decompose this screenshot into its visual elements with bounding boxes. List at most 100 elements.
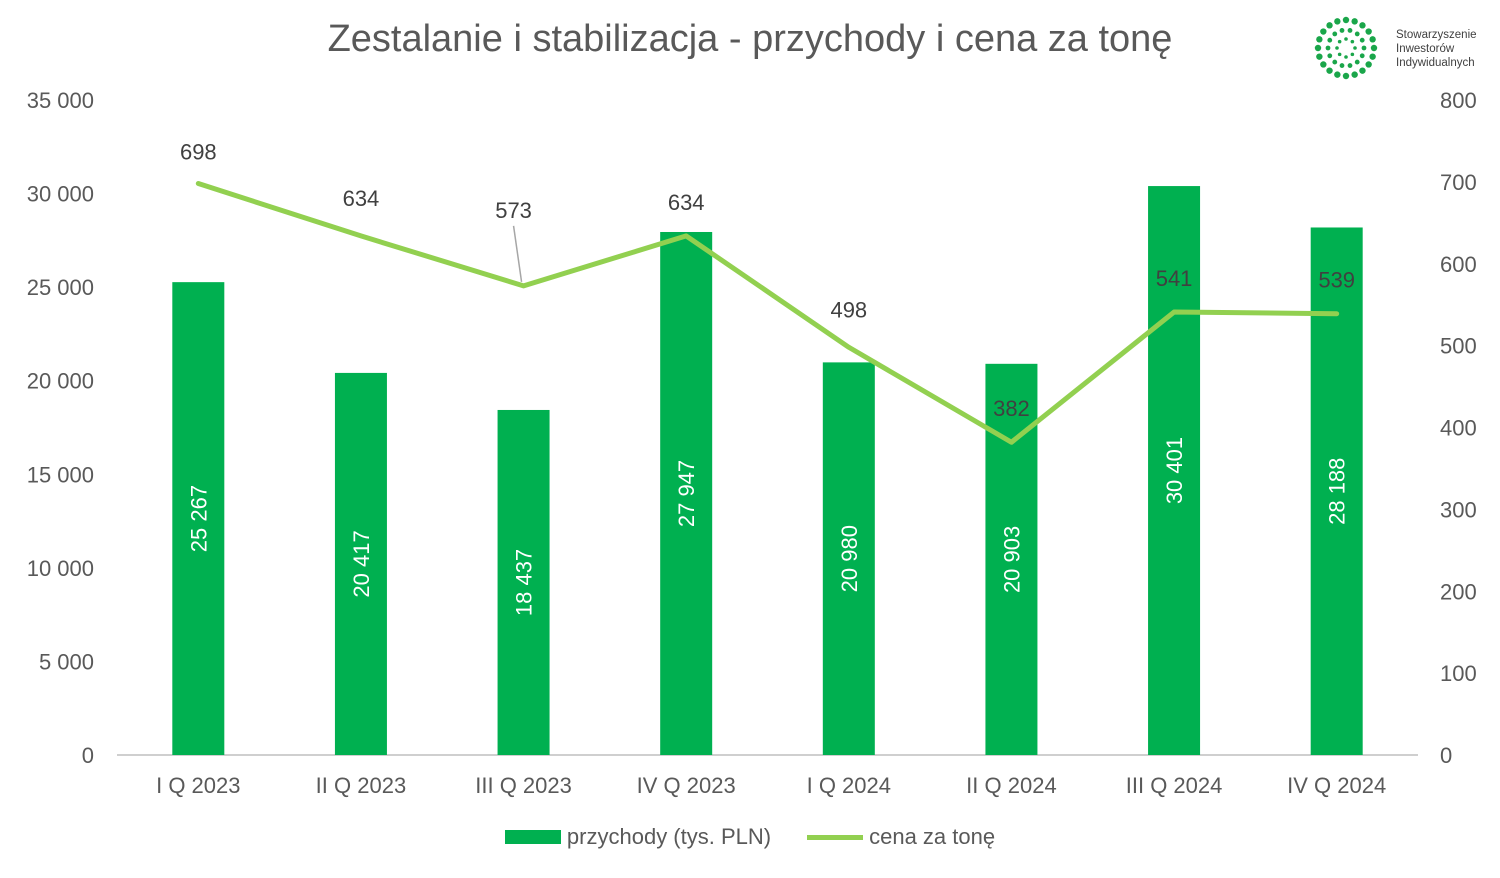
logo-dot: [1369, 53, 1376, 60]
logo-dot: [1370, 44, 1378, 52]
logo-dot: [1335, 46, 1339, 50]
legend-swatch-bar: [504, 830, 561, 844]
logo-dot: [1347, 28, 1353, 33]
line-point: [523, 285, 525, 287]
logo-dot: [1316, 53, 1323, 60]
y-left-tick-label: 15 000: [27, 462, 94, 487]
line-series: [195, 181, 1340, 445]
y-right-tick-label: 200: [1440, 579, 1477, 604]
logo-dot: [1332, 31, 1338, 37]
logo-dot: [1344, 55, 1348, 59]
logo-dot: [1332, 59, 1338, 65]
line-point: [1336, 313, 1338, 315]
logo-dot: [1337, 39, 1342, 44]
logo-line-2: Inwestorów: [1396, 43, 1455, 55]
x-category-label: IV Q 2023: [637, 773, 736, 798]
x-category-label: III Q 2024: [1126, 773, 1223, 798]
y-left-tick-label: 10 000: [27, 556, 94, 581]
organization-logo: Stowarzyszenie Inwestorów Indywidualnych: [1312, 14, 1482, 84]
label-leader-line: [512, 225, 523, 282]
y-axis-left: 0 5 000 10 000 15 000 20 000 25 000 30 000 35 0…: [27, 88, 94, 768]
y-left-tick-label: 30 000: [27, 182, 94, 207]
logo-dot: [1361, 45, 1367, 51]
bar-value-label: 20 417: [349, 530, 374, 597]
bar: [660, 231, 713, 756]
bar-value-label: 18 437: [512, 549, 537, 616]
y-right-tick-label: 300: [1440, 497, 1477, 522]
bar: [1148, 186, 1201, 755]
bar-value-label: 30 401: [1162, 437, 1187, 504]
logo-dot: [1359, 53, 1365, 59]
x-category-label: III Q 2023: [475, 773, 572, 798]
logo-dot: [1314, 44, 1322, 52]
logo-dot: [1320, 28, 1327, 35]
x-category-label: I Q 2024: [807, 773, 891, 798]
bar: [334, 372, 387, 755]
logo-dot: [1339, 63, 1345, 68]
line-point: [360, 235, 362, 237]
bar-value-label: 20 903: [999, 526, 1024, 593]
chart-title: Zestalanie i stabilizacja - przychody i …: [327, 18, 1173, 60]
y-left-tick-label: 5 000: [39, 649, 94, 674]
legend-item-revenue: przychody (tys. PLN): [504, 824, 772, 850]
line-point: [1010, 441, 1012, 443]
y-right-tick-label: 500: [1440, 334, 1477, 359]
logo-text: Stowarzyszenie Inwestorów Indywidualnych: [1396, 28, 1477, 70]
logo-dot: [1327, 53, 1333, 59]
y-left-tick-label: 0: [82, 743, 94, 768]
logo-dot: [1365, 61, 1372, 68]
x-axis-categories: I Q 2023 II Q 2023 III Q 2023 IV Q 2023 I Q …: [156, 773, 1386, 798]
logo-dot: [1347, 63, 1353, 68]
bar-data-labels: 25 267 20 417 18 437 27 947 20 980 20 903 30 4…: [186, 437, 1349, 616]
logo-dot: [1334, 71, 1341, 78]
bar-series: [172, 186, 1363, 756]
line-point: [1173, 311, 1175, 313]
y-left-tick-label: 20 000: [27, 369, 94, 394]
bar-value-label: 27 947: [674, 460, 699, 527]
y-right-tick-label: 100: [1440, 661, 1477, 686]
logo-line-3: Indywidualnych: [1396, 57, 1475, 69]
y-right-tick-label: 400: [1440, 416, 1477, 441]
y-left-tick-label: 25 000: [27, 275, 94, 300]
bar: [497, 409, 550, 755]
line-data-labels: 698 634 573 634 498 382 541 539: [180, 140, 1355, 422]
line-value-label: 698: [180, 140, 217, 165]
y-right-tick-label: 0: [1440, 743, 1452, 768]
line-value-label: 539: [1318, 268, 1355, 293]
logo-dot: [1337, 52, 1342, 57]
legend-swatch-line: [807, 834, 864, 840]
line-value-label: 382: [993, 396, 1030, 421]
logo-dot: [1316, 36, 1323, 43]
logo-dot: [1350, 39, 1355, 44]
line-value-label: 634: [668, 190, 705, 215]
logo-dot: [1342, 72, 1350, 80]
x-category-label: I Q 2023: [156, 773, 240, 798]
sii-dots-ring-icon: [1314, 16, 1378, 80]
logo-dot: [1354, 31, 1360, 37]
y-right-tick-label: 700: [1440, 170, 1477, 195]
logo-dot: [1359, 67, 1366, 74]
legend-label-revenue: przychody (tys. PLN): [566, 824, 772, 849]
line-value-label: 573: [495, 198, 532, 223]
logo-line-1: Stowarzyszenie: [1396, 29, 1477, 41]
logo-dot: [1365, 28, 1372, 35]
line-value-label: 634: [343, 186, 380, 211]
logo-dot: [1354, 59, 1360, 65]
logo-dot: [1369, 36, 1376, 43]
logo-dot: [1353, 46, 1357, 50]
logo-dot: [1344, 37, 1348, 41]
logo-dot: [1325, 45, 1331, 51]
line-point: [685, 235, 687, 237]
legend-item-price: cena za tonę: [807, 824, 995, 850]
x-category-label: IV Q 2024: [1287, 773, 1386, 798]
line-value-label: 541: [1156, 266, 1193, 291]
logo-dot: [1350, 52, 1355, 57]
bar-value-label: 20 980: [837, 525, 862, 592]
logo-dot: [1326, 67, 1333, 74]
y-right-tick-label: 600: [1440, 252, 1477, 277]
logo-dot: [1327, 37, 1333, 43]
logo-dot: [1334, 18, 1341, 25]
y-right-tick-label: 800: [1440, 88, 1477, 113]
logo-dot: [1359, 22, 1366, 29]
